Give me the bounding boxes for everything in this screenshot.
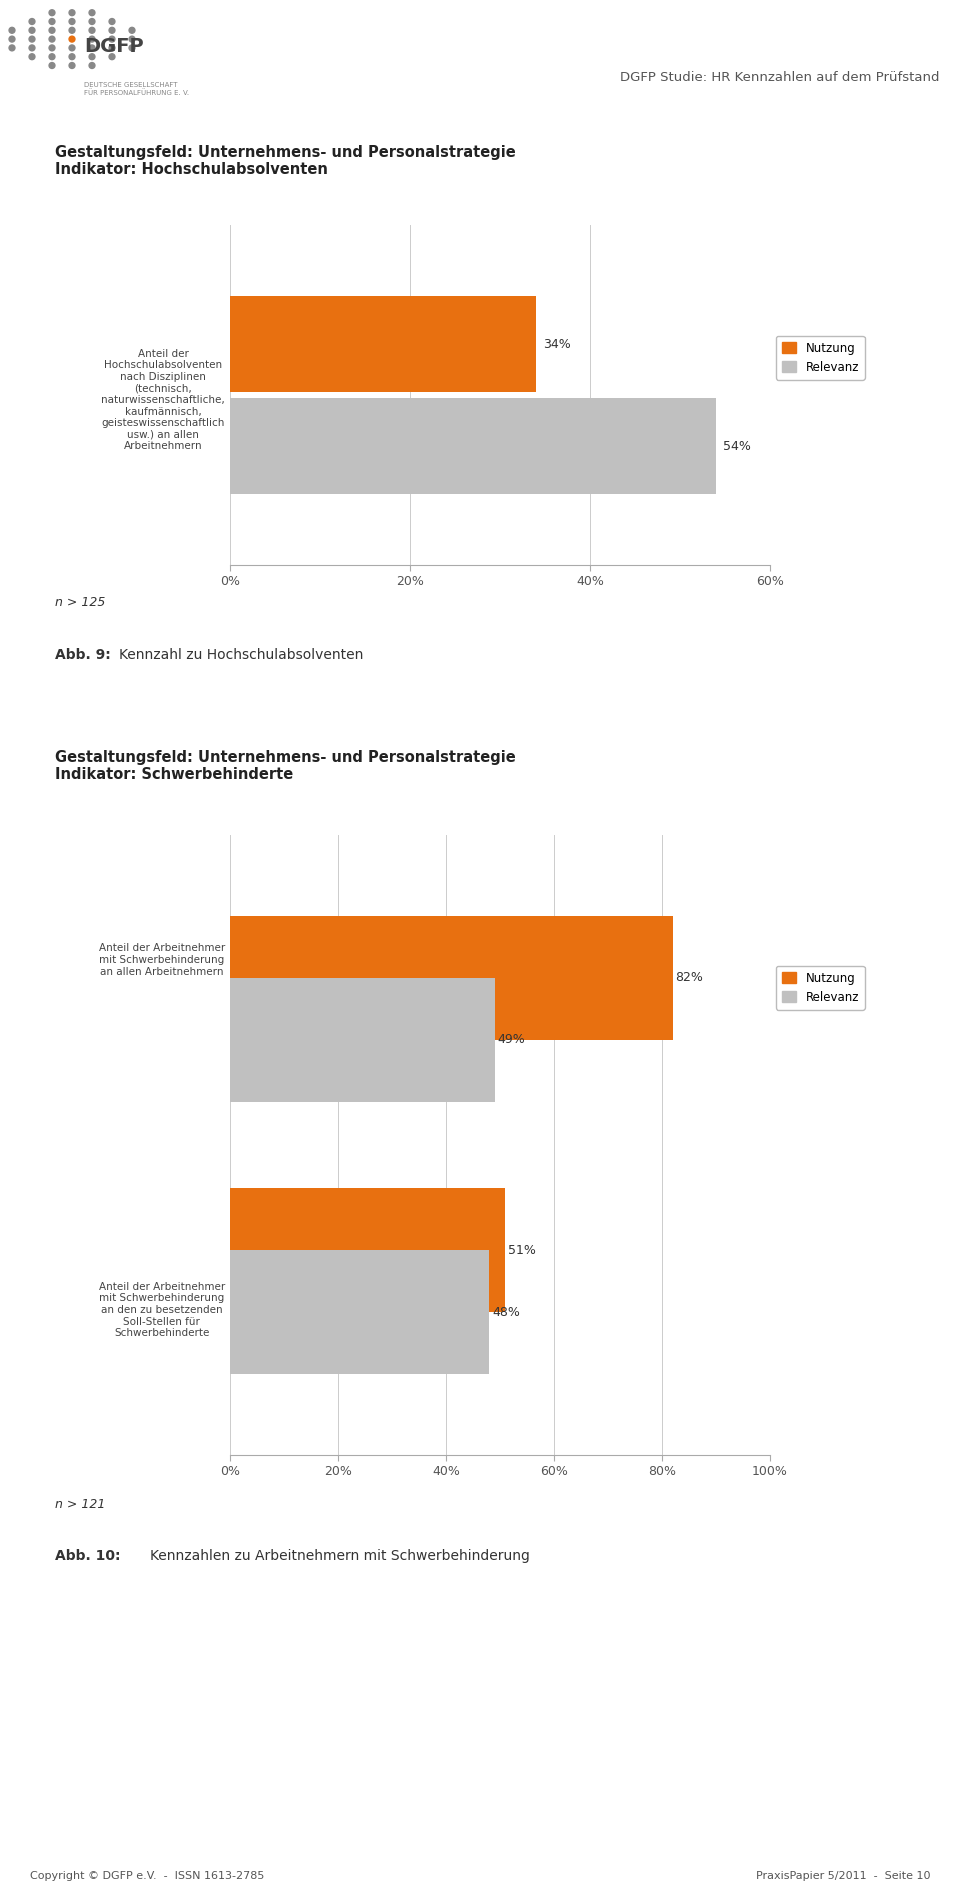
Bar: [230, 916, 673, 1040]
Text: 34%: 34%: [543, 338, 571, 350]
Text: DGFP: DGFP: [84, 38, 144, 57]
Text: Anteil der
Hochschulabsolventen
nach Disziplinen
(technisch,
naturwissenschaftli: Anteil der Hochschulabsolventen nach Dis…: [101, 348, 225, 451]
Point: [44, 32, 60, 63]
Bar: [230, 1251, 490, 1374]
Text: Gestaltungsfeld: Unternehmens- und Personalstrategie
Indikator: Schwerbehinderte: Gestaltungsfeld: Unternehmens- und Perso…: [55, 751, 516, 783]
Point: [84, 32, 100, 63]
Bar: [230, 1188, 505, 1312]
Point: [64, 15, 80, 46]
Point: [64, 6, 80, 36]
Point: [84, 49, 100, 80]
Point: [44, 42, 60, 72]
Point: [105, 15, 120, 46]
Point: [24, 15, 39, 46]
Text: 51%: 51%: [508, 1243, 536, 1257]
Point: [84, 6, 100, 36]
Point: [64, 42, 80, 72]
Point: [5, 15, 19, 46]
Text: Abb. 10:: Abb. 10:: [55, 1549, 121, 1563]
Text: Kennzahlen zu Arbeitnehmern mit Schwerbehinderung: Kennzahlen zu Arbeitnehmern mit Schwerbe…: [150, 1549, 530, 1563]
Text: Anteil der Arbeitnehmer
mit Schwerbehinderung
an den zu besetzenden
Soll-Stellen: Anteil der Arbeitnehmer mit Schwerbehind…: [99, 1281, 225, 1338]
Point: [125, 32, 140, 63]
Point: [5, 32, 19, 63]
Point: [64, 32, 80, 63]
Point: [44, 15, 60, 46]
Point: [24, 42, 39, 72]
Point: [84, 15, 100, 46]
Point: [84, 0, 100, 29]
Text: n > 121: n > 121: [55, 1498, 106, 1511]
Point: [105, 42, 120, 72]
Legend: Nutzung, Relevanz: Nutzung, Relevanz: [776, 966, 865, 1009]
Text: PraxisPapier 5/2011  -  Seite 10: PraxisPapier 5/2011 - Seite 10: [756, 1871, 930, 1880]
Point: [64, 49, 80, 80]
Point: [44, 49, 60, 80]
Text: DEUTSCHE GESELLSCHAFT
FÜR PERSONALFÜHRUNG E. V.: DEUTSCHE GESELLSCHAFT FÜR PERSONALFÜHRUN…: [84, 82, 189, 97]
Point: [64, 0, 80, 29]
Text: Anteil der Arbeitnehmer
mit Schwerbehinderung
an allen Arbeitnehmern: Anteil der Arbeitnehmer mit Schwerbehind…: [99, 943, 225, 977]
Text: Gestaltungsfeld: Unternehmens- und Personalstrategie
Indikator: Hochschulabsolve: Gestaltungsfeld: Unternehmens- und Perso…: [55, 144, 516, 177]
Point: [84, 25, 100, 55]
Point: [64, 25, 80, 55]
Point: [84, 42, 100, 72]
Point: [105, 6, 120, 36]
Text: 49%: 49%: [497, 1032, 525, 1046]
Point: [105, 32, 120, 63]
Bar: [230, 399, 716, 494]
Text: Kennzahl zu Hochschulabsolventen: Kennzahl zu Hochschulabsolventen: [119, 648, 364, 662]
Point: [5, 25, 19, 55]
Text: n > 125: n > 125: [55, 597, 106, 608]
Bar: [230, 297, 536, 392]
Point: [24, 32, 39, 63]
Point: [24, 25, 39, 55]
Point: [105, 25, 120, 55]
Point: [44, 25, 60, 55]
Bar: [230, 977, 494, 1101]
Point: [44, 0, 60, 29]
Text: 54%: 54%: [723, 439, 751, 452]
Legend: Nutzung, Relevanz: Nutzung, Relevanz: [776, 336, 865, 380]
Text: 48%: 48%: [492, 1306, 519, 1319]
Point: [125, 15, 140, 46]
Text: 82%: 82%: [676, 971, 704, 985]
Point: [24, 6, 39, 36]
Text: Copyright © DGFP e.V.  -  ISSN 1613-2785: Copyright © DGFP e.V. - ISSN 1613-2785: [30, 1871, 264, 1880]
Text: Abb. 9:: Abb. 9:: [55, 648, 110, 662]
Text: DGFP Studie: HR Kennzahlen auf dem Prüfstand: DGFP Studie: HR Kennzahlen auf dem Prüfs…: [620, 70, 940, 84]
Point: [44, 6, 60, 36]
Point: [125, 25, 140, 55]
